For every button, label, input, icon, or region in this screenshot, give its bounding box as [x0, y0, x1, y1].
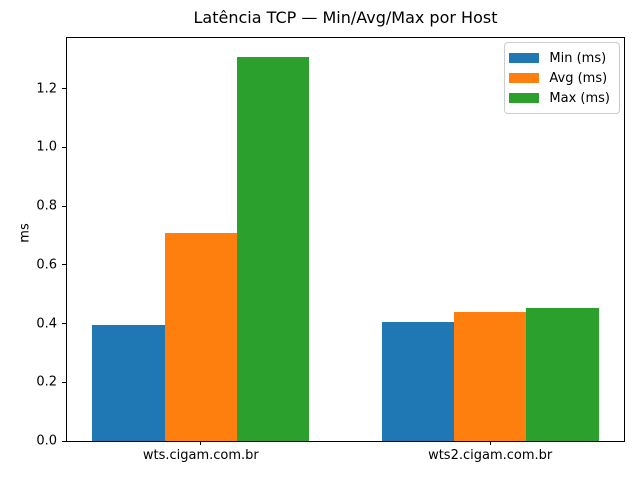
- legend-swatch-icon: [509, 53, 540, 63]
- bar-min-wts2.cigam.com.br: [381, 322, 454, 441]
- legend-label: Avg (ms): [549, 70, 608, 86]
- y-axis-label: ms: [17, 223, 33, 243]
- legend-entry-min: Min (ms): [509, 48, 610, 68]
- y-tick-label: 0.0: [36, 433, 57, 449]
- x-tick-label-wts2.cigam.com.br: wts2.cigam.com.br: [428, 448, 553, 463]
- legend-swatch-icon: [509, 93, 540, 103]
- y-tick-mark: [62, 264, 66, 266]
- y-tick-mark: [62, 440, 66, 442]
- legend-entry-max: Max (ms): [509, 88, 610, 108]
- y-tick-mark: [62, 381, 66, 383]
- y-tick-label: 0.8: [36, 198, 57, 214]
- x-tick-label-wts.cigam.com.br: wts.cigam.com.br: [142, 448, 259, 463]
- legend-label: Max (ms): [549, 90, 610, 106]
- y-tick-label: 0.2: [36, 374, 57, 390]
- bar-min-wts.cigam.com.br: [92, 324, 165, 441]
- y-tick-mark: [62, 88, 66, 90]
- bar-avg-wts.cigam.com.br: [164, 233, 237, 441]
- bar-max-wts.cigam.com.br: [236, 57, 310, 441]
- legend-entry-avg: Avg (ms): [509, 68, 610, 88]
- x-tick-mark: [489, 441, 491, 445]
- legend-label: Min (ms): [549, 50, 607, 66]
- y-tick-label: 1.0: [36, 139, 57, 155]
- y-tick-label: 0.4: [36, 316, 57, 332]
- y-tick-label: 0.6: [36, 257, 57, 273]
- y-tick-mark: [62, 323, 66, 325]
- y-tick-label: 1.2: [36, 81, 57, 97]
- bar-avg-wts2.cigam.com.br: [454, 312, 527, 441]
- chart-title: Latência TCP — Min/Avg/Max por Host: [193, 8, 498, 27]
- bar-max-wts2.cigam.com.br: [526, 308, 599, 441]
- plot-area: Min (ms) Avg (ms) Max (ms) 0.0 0.2 0.4 0.6 0.8…: [36, 37, 625, 463]
- y-tick-mark: [62, 205, 66, 207]
- legend-swatch-icon: [509, 73, 540, 83]
- y-tick-mark: [62, 146, 66, 148]
- legend: Min (ms) Avg (ms) Max (ms): [504, 42, 620, 114]
- x-tick-mark: [200, 441, 202, 445]
